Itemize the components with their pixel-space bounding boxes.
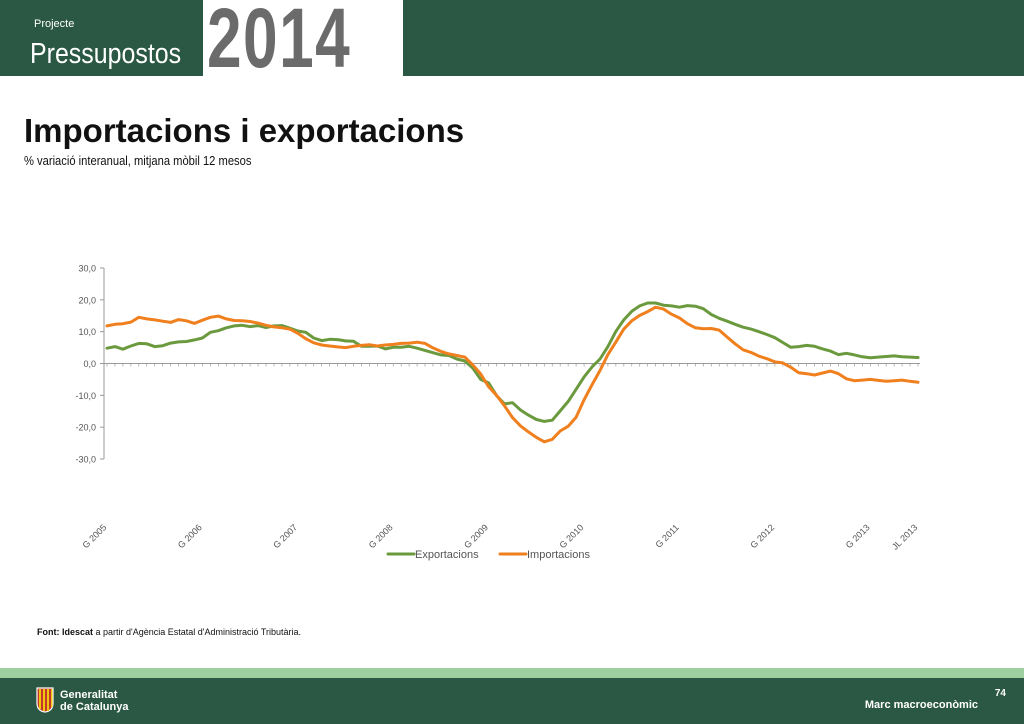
legend-label-2: Importacions — [527, 549, 590, 561]
page-number: 74 — [994, 688, 1006, 699]
series-line-1 — [105, 301, 920, 423]
source-note: Font: Idescat a partir d'Agència Estatal… — [37, 627, 301, 637]
x-tick-label: G 2008 — [367, 522, 395, 550]
generalitat-logo-icon — [36, 687, 54, 713]
x-tick-label: G 2007 — [271, 522, 299, 550]
source-text: a partir d'Agència Estatal d'Administrac… — [93, 627, 302, 637]
header-label: Projecte — [34, 18, 75, 30]
line-chart: 30,0 20,0 10,0 0,0 -10,0 -20,0 -30,0 G 2005 G 20… — [75, 264, 920, 561]
y-tick-label: -30,0 — [75, 455, 96, 465]
x-tick-label: G 2011 — [653, 522, 680, 549]
x-tick-label: G 2010 — [558, 522, 586, 550]
x-tick-label: G 2013 — [844, 522, 872, 550]
header-title: Pressupostos — [30, 38, 182, 70]
x-tick-label: G 2006 — [176, 522, 204, 550]
y-tick-label: 0,0 — [83, 359, 96, 369]
year-box — [203, 0, 403, 76]
page-title: Importacions i exportacions — [24, 112, 465, 149]
page-subtitle: % variació interanual, mitjana mòbil 12 … — [24, 153, 252, 168]
header-bar — [0, 0, 1024, 76]
x-tick-label: JL 2013 — [890, 522, 919, 551]
y-tick-label: 10,0 — [78, 327, 96, 337]
section-name: Marc macroeconòmic — [864, 699, 978, 711]
header-year: 2014 — [207, 0, 352, 85]
x-tick-label: G 2012 — [748, 522, 776, 550]
x-tick-label: G 2009 — [462, 522, 490, 550]
org-name-line1: Generalitat — [60, 689, 118, 701]
x-tick-label: G 2005 — [80, 522, 108, 550]
series-line-2 — [105, 305, 920, 444]
footer-strip — [0, 668, 1024, 678]
org-name: Generalitat de Catalunya — [60, 689, 128, 713]
legend-label-1: Exportacions — [415, 549, 479, 561]
y-tick-label: 20,0 — [78, 295, 96, 305]
source-label: Font: Idescat — [37, 627, 94, 637]
y-tick-label: -20,0 — [75, 423, 96, 433]
y-tick-label: 30,0 — [78, 264, 96, 274]
org-name-line2: de Catalunya — [60, 701, 129, 713]
y-tick-label: -10,0 — [75, 391, 96, 401]
footer-bar — [0, 678, 1024, 724]
